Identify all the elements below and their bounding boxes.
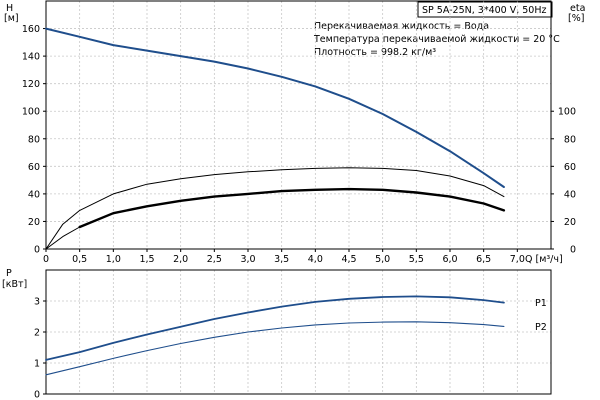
y-left-tick-label: 20	[28, 217, 40, 228]
y-left-tick-label: 120	[22, 79, 40, 90]
y-right-tick-label: 100	[558, 107, 576, 118]
x-tick-label: 5,0	[375, 254, 390, 265]
y-left-tick-label: 140	[22, 52, 40, 63]
y-right-label-unit: [%]	[568, 13, 584, 24]
x-tick-label: 0,5	[72, 254, 87, 265]
series-line-eta-thick	[78, 187, 506, 229]
series-line-eta-thin-start	[45, 226, 81, 250]
p-y-tick-label: 3	[34, 297, 40, 308]
p-y-tick-label: 2	[34, 328, 40, 339]
x-tick-label: 6,5	[476, 254, 491, 265]
y-left-tick-label: 100	[22, 107, 40, 118]
y-right-tick-label: 40	[564, 189, 576, 200]
y-left-tick-label: 80	[28, 134, 40, 145]
x-tick-label: 1,5	[139, 254, 154, 265]
x-tick-label: 6,0	[442, 254, 457, 265]
y-left-label-symbol: H	[6, 3, 13, 14]
series-label-p2: P2	[535, 322, 547, 333]
series-line-eta	[45, 167, 505, 250]
p-y-tick-label: 1	[34, 359, 40, 370]
x-tick-label: 2,0	[173, 254, 188, 265]
x-tick-label: 3,5	[274, 254, 289, 265]
info-line-temperature: Температура перекачиваемой жидкости = 20…	[313, 34, 560, 45]
x-tick-label: 2,5	[207, 254, 222, 265]
series-label-p1: P1	[535, 298, 547, 309]
x-tick-label: 0	[43, 254, 49, 265]
y-left-tick-label: 160	[22, 24, 40, 35]
series-line-p1	[45, 295, 505, 361]
y-right-tick-label: 60	[564, 162, 576, 173]
y-left-tick-label: 40	[28, 189, 40, 200]
x-tick-label: 4,0	[308, 254, 323, 265]
info-line-density: Плотность = 998.2 кг/м³	[314, 47, 436, 58]
p-axis-label-unit: [кВт]	[2, 279, 27, 290]
series-line-p2	[45, 321, 505, 376]
x-tick-label: 1,0	[106, 254, 121, 265]
y-right-tick-label: 80	[564, 134, 576, 145]
y-right-tick-label: 20	[564, 217, 576, 228]
pump-label-box	[417, 1, 553, 18]
y-left-tick-label: 60	[28, 162, 40, 173]
power-panel: 0 1 2 3 P1 P2	[34, 269, 552, 400]
x-tick-label: 3,0	[240, 254, 255, 265]
p-y-tick-label: 0	[34, 390, 40, 400]
series-line-H	[45, 27, 505, 188]
bottom-plot-frame	[45, 269, 552, 395]
y-right-tick-label: 0	[570, 245, 576, 256]
x-axis-label: Q [м³/ч]	[525, 254, 563, 265]
top-plot-frame	[45, 0, 552, 250]
x-tick-label: 7,0	[510, 254, 525, 265]
y-right-label-symbol: eta	[570, 3, 585, 14]
y-left-label-unit: [м]	[4, 13, 19, 24]
x-tick-label: 5,5	[409, 254, 424, 265]
p-axis-label-symbol: P	[6, 268, 12, 279]
x-tick-label: 4,5	[341, 254, 356, 265]
info-line-fluid: Перекачиваемая жидкость = Вода	[314, 21, 489, 32]
pump-label: SP 5A-25N, 3*400 V, 50Hz	[422, 5, 546, 16]
y-left-tick-label: 0	[34, 245, 40, 256]
head-efficiency-panel: 0 0,5 1,0 1,5 2,0 2,5 3,0 3,5 4,0 4,5 5,0 5,5 6,0 6,5…	[22, 0, 576, 265]
